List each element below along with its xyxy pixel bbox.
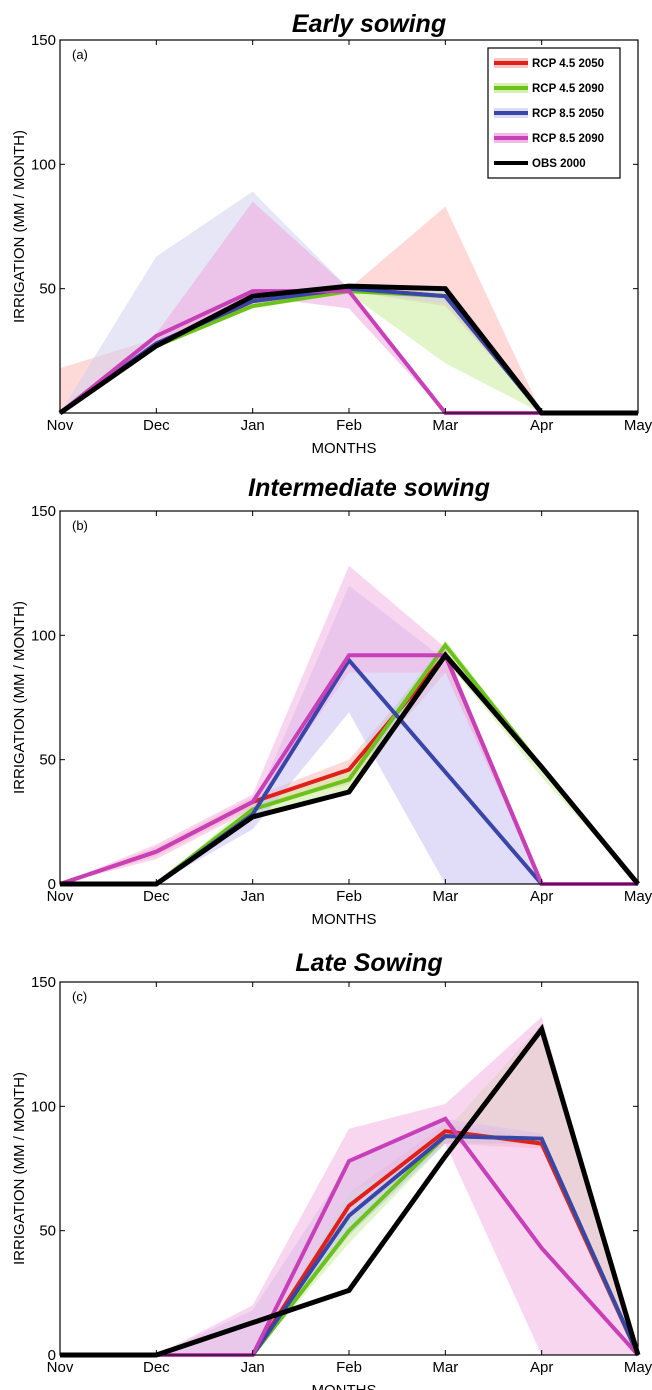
y-tick-label: 150 — [31, 974, 56, 991]
uncertainty-band-2 — [60, 288, 638, 413]
x-tick-label: Apr — [530, 888, 553, 905]
y-tick-label: 0 — [48, 1347, 56, 1364]
x-tick-label: May — [624, 1359, 652, 1376]
panel-label: (a) — [72, 47, 88, 62]
y-axis-label: IRRIGATION (MM / MONTH) — [11, 601, 28, 794]
x-tick-label: Feb — [336, 417, 362, 434]
legend-entry: RCP 4.5 2090 — [532, 83, 604, 95]
chart-panel-2: Nov Dec Jan Feb Mar Apr May 0 50 100 150 Intermedia… — [11, 474, 652, 928]
x-tick-label: Apr — [530, 417, 553, 434]
chart-title: Late Sowing — [295, 949, 442, 977]
x-tick-label: May — [624, 417, 652, 434]
x-tick-label: Mar — [432, 1359, 458, 1376]
x-tick-label: Mar — [432, 888, 458, 905]
x-tick-label: May — [624, 888, 652, 905]
x-tick-label: Dec — [143, 888, 170, 905]
x-tick-label: Jan — [241, 1359, 265, 1376]
chart-panel-3: Nov Dec Jan Feb Mar Apr May 0 50 100 150 Late Sowin… — [11, 949, 652, 1390]
y-tick-label: 0 — [48, 876, 56, 893]
x-axis-label: MONTHS — [312, 1382, 377, 1390]
x-tick-label: Dec — [143, 417, 170, 434]
y-tick-label: 50 — [39, 1223, 56, 1240]
uncertainty-band-4 — [60, 1016, 638, 1355]
chart-title: Intermediate sowing — [248, 474, 490, 502]
y-tick-label: 50 — [39, 752, 56, 769]
panel-label: (c) — [72, 989, 87, 1004]
x-tick-label: Feb — [336, 888, 362, 905]
y-tick-label: 150 — [31, 503, 56, 520]
y-axis-label: IRRIGATION (MM / MONTH) — [11, 130, 28, 323]
x-tick-label: Nov — [47, 1359, 74, 1376]
legend-entry: RCP 8.5 2090 — [532, 133, 604, 145]
x-tick-label: Jan — [241, 888, 265, 905]
legend: RCP 4.5 2050 RCP 4.5 2090 RCP 8.5 2050 RCP … — [487, 47, 621, 179]
chart-panel-1: Nov Dec Jan Feb Mar Apr May 50 100 150 Early sowin… — [11, 10, 652, 457]
uncertainty-band-3 — [60, 585, 638, 884]
x-tick-label: Nov — [47, 417, 74, 434]
y-axis-label: IRRIGATION (MM / MONTH) — [11, 1072, 28, 1265]
panel-label: (b) — [72, 518, 88, 533]
x-tick-label: Dec — [143, 1359, 170, 1376]
chart-title: Early sowing — [292, 10, 446, 38]
uncertainty-band-4 — [60, 201, 638, 413]
x-tick-label: Jan — [241, 417, 265, 434]
legend-entry: RCP 8.5 2050 — [532, 108, 604, 120]
x-tick-label: Mar — [432, 417, 458, 434]
legend-entry: OBS 2000 — [532, 158, 586, 170]
x-tick-label: Apr — [530, 1359, 553, 1376]
legend-entry: RCP 4.5 2050 — [532, 58, 604, 70]
y-tick-label: 150 — [31, 32, 56, 49]
y-tick-label: 100 — [31, 156, 56, 173]
x-tick-label: Feb — [336, 1359, 362, 1376]
y-tick-label: 100 — [31, 627, 56, 644]
y-tick-label: 100 — [31, 1098, 56, 1115]
uncertainty-band-4 — [60, 565, 638, 884]
y-tick-label: 50 — [39, 281, 56, 298]
x-tick-label: Nov — [47, 888, 74, 905]
x-axis-label: MONTHS — [312, 440, 377, 457]
x-axis-label: MONTHS — [312, 911, 377, 928]
